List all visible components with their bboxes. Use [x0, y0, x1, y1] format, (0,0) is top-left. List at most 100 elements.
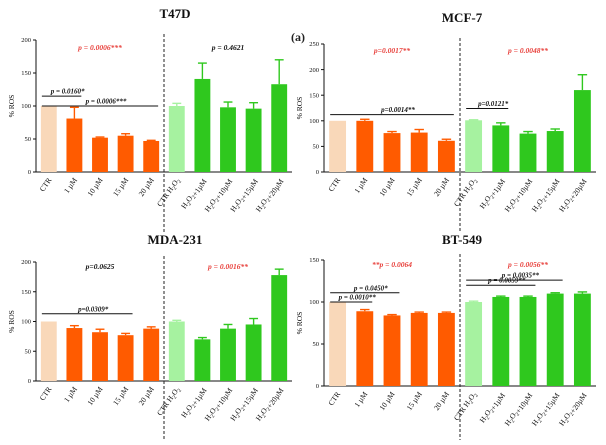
x-tick-label: CTR H2O2 — [452, 176, 480, 210]
figure-label: (a) — [291, 30, 305, 44]
bracket-label: p = 0.0059** — [487, 277, 526, 285]
p-value-annotation: p = 0.4621 — [211, 43, 244, 52]
bracket-label: p = 0.0450* — [353, 284, 388, 292]
p-value-annotation: p = 0.0016** — [207, 262, 248, 271]
bar — [168, 106, 185, 172]
bar — [143, 140, 160, 172]
bar — [220, 107, 236, 172]
x-tick-label: 1 µM — [352, 390, 369, 409]
bar — [92, 137, 108, 172]
x-tick-label: 1 µM — [352, 176, 369, 195]
bar — [40, 106, 57, 172]
chart-title: BT-549 — [442, 232, 482, 247]
p-value-annotation: p = 0.0056** — [507, 260, 548, 269]
y-tick-label: 0 — [28, 169, 31, 176]
bar — [194, 78, 211, 172]
x-tick-label: H2O2+1µM — [478, 390, 508, 426]
x-tick-label: 1 µM — [62, 385, 79, 404]
x-tick-label: 20 µM — [137, 176, 156, 198]
bar — [410, 312, 428, 386]
bar — [168, 321, 185, 381]
x-tick-label: 1 µM — [62, 176, 79, 195]
bar — [573, 293, 591, 386]
y-axis-label: % ROS — [7, 310, 16, 333]
y-tick-label: 50 — [25, 136, 32, 143]
bracket-label: p=0.0014** — [380, 106, 415, 114]
bar — [492, 125, 510, 172]
x-tick-label: CTR H2O2 — [452, 390, 480, 424]
y-tick-label: 150 — [21, 289, 31, 296]
bar — [573, 90, 591, 172]
y-tick-label: 0 — [28, 378, 31, 385]
p-value-annotation: p=0.0017** — [373, 46, 410, 55]
x-tick-label: 10 µM — [85, 176, 104, 198]
chart-panel-mcf-7: MCF-7 % ROS 0 50 100 150 200 250 CTR 1 µM 10 µM 15 … — [295, 10, 596, 232]
bar — [437, 140, 455, 172]
bar — [66, 328, 83, 381]
y-tick-label: 100 — [309, 118, 319, 125]
bar — [465, 120, 483, 172]
y-tick-label: 150 — [21, 70, 31, 77]
bar — [383, 133, 401, 172]
chart-panel-t47d: T47D % ROS 0 50 100 150 200 CTR 1 µM 10 µM 15 µM 20… — [7, 6, 292, 232]
bar — [66, 118, 83, 172]
x-tick-label: 10 µM — [377, 390, 396, 412]
x-tick-label: 10 µM — [85, 385, 104, 407]
bar — [117, 335, 134, 381]
x-tick-label: 20 µM — [432, 176, 451, 198]
p-value-annotation: p=0.0625 — [85, 262, 115, 271]
y-tick-label: 0 — [316, 383, 319, 390]
bar — [92, 332, 108, 381]
chart-panel-mda-231: MDA-231 % ROS 0 50 100 150 200 CTR 1 µM 10 µM 15 µ… — [7, 232, 292, 441]
y-tick-label: 50 — [313, 341, 320, 348]
x-tick-label: 15 µM — [405, 176, 424, 198]
bar — [546, 293, 564, 386]
chart-title: MCF-7 — [442, 10, 483, 25]
bracket-label: p=0.0309* — [77, 305, 109, 313]
bar — [356, 311, 374, 386]
x-tick-label: H2O2+1µM — [478, 176, 508, 212]
bracket-label: p = 0.0006*** — [85, 98, 127, 106]
x-tick-label: 15 µM — [405, 390, 424, 412]
y-tick-label: 200 — [21, 259, 31, 266]
bar — [220, 328, 236, 381]
bar — [546, 131, 564, 172]
bracket-label: p = 0.0035** — [501, 272, 540, 280]
bar — [329, 120, 347, 172]
x-tick-label: H2O2+20µM — [557, 390, 589, 429]
x-tick-label: 15 µM — [111, 385, 130, 407]
chart-title: MDA-231 — [148, 232, 203, 247]
x-tick-label: CTR — [38, 384, 54, 402]
bar — [356, 120, 374, 172]
bar — [245, 324, 262, 381]
bar — [492, 296, 510, 386]
bracket-label: p=0.0121* — [477, 100, 509, 108]
y-tick-label: 200 — [21, 37, 31, 44]
bar — [519, 296, 537, 386]
y-tick-label: 50 — [313, 144, 320, 151]
y-tick-label: 100 — [309, 299, 319, 306]
bar — [117, 135, 134, 172]
y-axis-label: % ROS — [295, 97, 304, 120]
bar — [143, 328, 160, 381]
bar — [271, 275, 288, 381]
y-tick-label: 150 — [309, 257, 319, 264]
y-tick-label: 0 — [316, 169, 319, 176]
bar — [329, 302, 347, 386]
p-value-annotation: p = 0.0048** — [507, 46, 548, 55]
x-tick-label: 15 µM — [111, 176, 130, 198]
x-tick-label: CTR — [326, 389, 342, 407]
p-value-annotation: p = 0.0006*** — [77, 43, 122, 52]
y-tick-label: 250 — [309, 41, 319, 48]
y-axis-label: % ROS — [295, 312, 304, 335]
x-tick-label: 20 µM — [432, 390, 451, 412]
x-tick-label: CTR — [326, 175, 342, 193]
bracket-label: p = 0.0160* — [50, 88, 85, 96]
bar — [519, 133, 537, 172]
bar — [383, 315, 401, 386]
bar — [245, 108, 262, 172]
bar — [271, 84, 288, 172]
bar — [410, 132, 428, 172]
y-tick-label: 200 — [309, 67, 319, 74]
